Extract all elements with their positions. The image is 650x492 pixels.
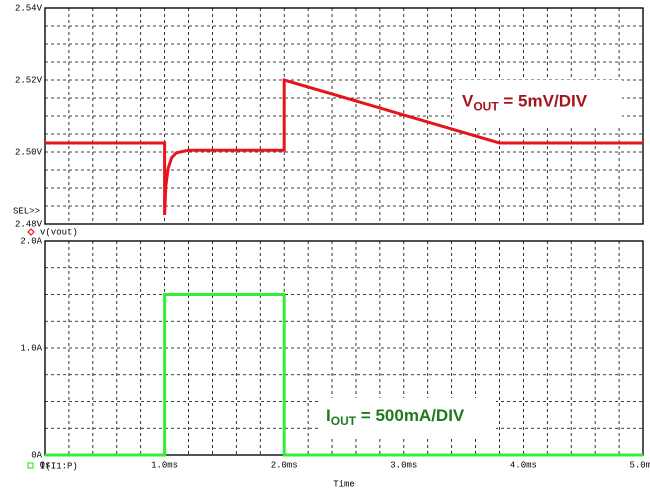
annotation: IOUT = 500mA/DIV (326, 406, 465, 428)
annotation-sub: OUT (473, 100, 499, 114)
x-axis-label: Time (333, 479, 355, 489)
y-tick-label: 2.48V (15, 219, 43, 229)
x-tick-label: 2.0ms (271, 460, 298, 470)
x-tick-label: 0s (40, 460, 51, 470)
y-tick-label: 2.54V (15, 3, 43, 13)
x-tick-label: 3.0ms (390, 460, 417, 470)
line-series (45, 293, 643, 457)
annotation-box (318, 398, 496, 436)
y-tick-label: 0A (31, 450, 42, 460)
x-tick-label: 4.0ms (510, 460, 537, 470)
legend-label: v(vout) (40, 227, 78, 237)
annotation-main: V (462, 92, 474, 111)
annotation-rest: = 500mA/DIV (356, 406, 465, 425)
annotation-rest: = 5mV/DIV (499, 92, 588, 111)
legend-marker (27, 228, 35, 236)
annotation-box (454, 80, 622, 125)
x-tick-label: 5.0ms (629, 460, 650, 470)
marker-label: SEL>> (13, 206, 40, 216)
y-tick-label: 2.50V (15, 147, 43, 157)
plot-border (44, 7, 644, 225)
annotation-sub: OUT (331, 414, 357, 428)
line-series (45, 77, 643, 216)
y-tick-label: 2.0A (20, 236, 42, 246)
y-tick-label: 1.0A (20, 343, 42, 353)
legend-label: I(I1:P) (40, 461, 78, 471)
legend-marker (27, 462, 34, 469)
annotation: VOUT = 5mV/DIV (462, 92, 588, 114)
x-tick-label: 1.0ms (151, 460, 178, 470)
annotation-main: I (326, 406, 331, 425)
y-tick-label: 2.52V (15, 75, 43, 85)
